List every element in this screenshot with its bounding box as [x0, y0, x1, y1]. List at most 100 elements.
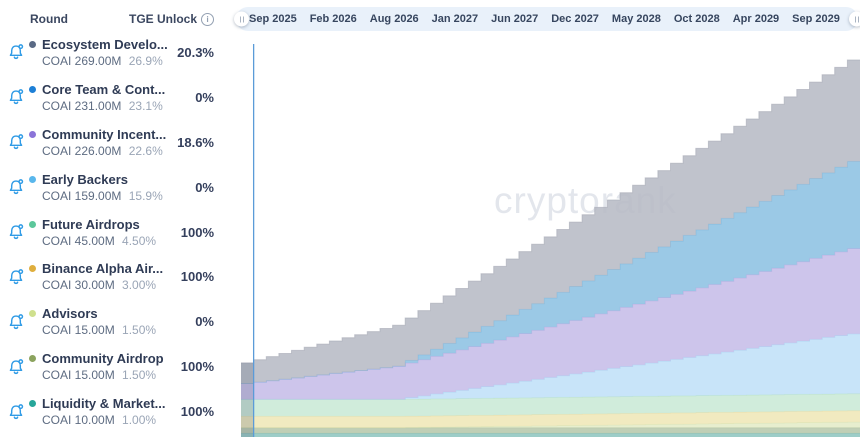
series-color-dot	[29, 130, 36, 138]
alert-bell-icon[interactable]	[7, 403, 25, 421]
tge-unlock-value: 100%	[180, 269, 214, 285]
table-header: Round TGE Unlock i	[0, 0, 236, 30]
round-amount: COAI 15.00M	[42, 323, 115, 338]
tge-unlock-value: 100%	[180, 224, 214, 240]
rounds-list: Ecosystem Develo... COAI 269.00M 26.9% 2…	[0, 30, 236, 434]
round-amount: COAI 269.00M	[42, 53, 122, 68]
alert-bell-icon[interactable]	[7, 43, 25, 61]
round-info: Community Airdrop COAI 15.00M 1.50%	[29, 351, 164, 383]
timeline-label: Sep 2025	[249, 13, 297, 25]
round-supply-percent: 1.50%	[122, 323, 157, 338]
alert-bell-icon[interactable]	[7, 223, 25, 241]
table-row[interactable]: Core Team & Cont... COAI 231.00M 23.1% 0…	[0, 75, 236, 120]
table-row[interactable]: Advisors COAI 15.00M 1.50% 0%	[0, 299, 236, 344]
round-column-header: Round	[30, 12, 68, 26]
round-name: Advisors	[42, 306, 98, 322]
tge-unlock-value: 0%	[195, 314, 214, 330]
table-row[interactable]: Early Backers COAI 159.00M 15.9% 0%	[0, 165, 236, 210]
timeline-label: May 2028	[611, 13, 661, 25]
series-color-dot	[29, 220, 36, 228]
info-icon[interactable]: i	[201, 12, 214, 26]
series-area-future-airdrops[interactable]	[241, 393, 860, 417]
series-area-community-incent[interactable]	[241, 248, 860, 400]
timeline-right-drag-handle[interactable]	[849, 11, 860, 27]
timeline-label: Dec 2027	[551, 13, 599, 25]
series-area-liquidity-market[interactable]	[241, 433, 860, 437]
series-area-core-team-cont[interactable]	[241, 161, 860, 384]
series-color-dot	[29, 355, 36, 363]
series-color-dot	[29, 265, 36, 273]
round-info: Advisors COAI 15.00M 1.50%	[29, 306, 156, 338]
round-supply-percent: 22.6%	[128, 143, 163, 158]
round-amount: COAI 159.00M	[42, 188, 122, 203]
series-color-dot	[29, 40, 36, 48]
timeline-label: Jan 2027	[431, 13, 479, 25]
alert-bell-icon[interactable]	[7, 313, 25, 331]
table-row[interactable]: Binance Alpha Air... COAI 30.00M 3.00% 1…	[0, 254, 236, 299]
series-color-dot	[29, 400, 36, 408]
round-amount: COAI 15.00M	[42, 368, 115, 383]
table-row[interactable]: Liquidity & Market... COAI 10.00M 1.00% …	[0, 389, 236, 434]
series-area-ecosystem-develo[interactable]	[241, 60, 860, 384]
round-name: Community Airdrop	[42, 351, 164, 367]
round-amount: COAI 30.00M	[42, 278, 115, 293]
round-allocation: COAI 15.00M 1.50%	[42, 368, 157, 383]
round-info: Core Team & Cont... COAI 231.00M 23.1%	[29, 82, 165, 113]
alert-bell-icon[interactable]	[7, 133, 25, 151]
tge-column-highlight	[241, 362, 254, 437]
tge-unlock-value: 0%	[195, 179, 214, 195]
round-allocation: COAI 226.00M 22.6%	[42, 144, 163, 158]
timeline-range-slider[interactable]: Sep 2025 Feb 2026 Aug 2026 Jan 2027 Jun 2027…	[234, 7, 860, 31]
round-allocation: COAI 45.00M 4.50%	[42, 233, 156, 248]
round-info: Binance Alpha Air... COAI 30.00M 3.00%	[29, 261, 163, 293]
round-name: Early Backers	[42, 171, 129, 187]
round-supply-percent: 15.9%	[128, 188, 163, 203]
round-supply-percent: 23.1%	[128, 98, 163, 113]
timeline-label: Jun 2027	[491, 13, 539, 25]
round-allocation: COAI 15.00M 1.50%	[42, 323, 156, 338]
unlock-chart[interactable]	[236, 0, 860, 442]
timeline-label: Sep 2029	[792, 13, 840, 25]
series-color-dot	[29, 85, 36, 93]
timeline-left-drag-handle[interactable]	[234, 11, 249, 27]
tge-unlock-value: 20.3%	[177, 44, 214, 60]
round-supply-percent: 4.50%	[122, 233, 157, 248]
round-name: Community Incent...	[42, 126, 167, 142]
round-allocation: COAI 159.00M 15.9%	[42, 188, 163, 203]
table-row[interactable]: Community Incent... COAI 226.00M 22.6% 1…	[0, 120, 236, 165]
round-allocation: COAI 231.00M 23.1%	[42, 98, 163, 113]
round-info: Liquidity & Market... COAI 10.00M 1.00%	[29, 396, 166, 428]
round-allocation: COAI 30.00M 3.00%	[42, 278, 157, 293]
round-amount: COAI 231.00M	[42, 98, 122, 113]
timeline-label: Apr 2029	[732, 13, 780, 25]
series-color-dot	[29, 310, 36, 318]
table-row[interactable]: Ecosystem Develo... COAI 269.00M 26.9% 2…	[0, 30, 236, 75]
tge-unlock-column-header: TGE Unlock i	[129, 12, 214, 26]
round-name: Liquidity & Market...	[42, 396, 166, 412]
tge-unlock-value: 18.6%	[177, 134, 214, 150]
round-supply-percent: 3.00%	[122, 278, 157, 293]
round-name: Ecosystem Develo...	[42, 36, 168, 52]
timeline-label: Oct 2028	[673, 13, 720, 25]
series-area-community-airdrop[interactable]	[241, 427, 860, 434]
round-info: Ecosystem Develo... COAI 269.00M 26.9%	[29, 37, 168, 68]
series-area-early-backers[interactable]	[241, 333, 860, 400]
round-name: Future Airdrops	[42, 216, 140, 232]
rounds-table: Round TGE Unlock i Ecosystem Develo... C…	[0, 0, 236, 442]
alert-bell-icon[interactable]	[7, 178, 25, 196]
alert-bell-icon[interactable]	[7, 268, 25, 286]
round-name: Binance Alpha Air...	[42, 261, 164, 277]
series-area-advisors[interactable]	[241, 421, 860, 428]
round-info: Early Backers COAI 159.00M 15.9%	[29, 171, 163, 203]
round-supply-percent: 1.50%	[122, 368, 157, 383]
chart-panel: cryptorank Sep 2025 Feb 2026 Aug 2026 Jan 2…	[234, 0, 860, 442]
table-row[interactable]: Future Airdrops COAI 45.00M 4.50% 100%	[0, 210, 236, 255]
series-edge	[241, 59, 860, 364]
alert-bell-icon[interactable]	[7, 358, 25, 376]
alert-bell-icon[interactable]	[7, 88, 25, 106]
table-row[interactable]: Community Airdrop COAI 15.00M 1.50% 100%	[0, 344, 236, 389]
round-amount: COAI 45.00M	[42, 233, 115, 248]
round-supply-percent: 1.00%	[122, 413, 157, 428]
series-area-binance-alpha-air[interactable]	[241, 410, 860, 428]
